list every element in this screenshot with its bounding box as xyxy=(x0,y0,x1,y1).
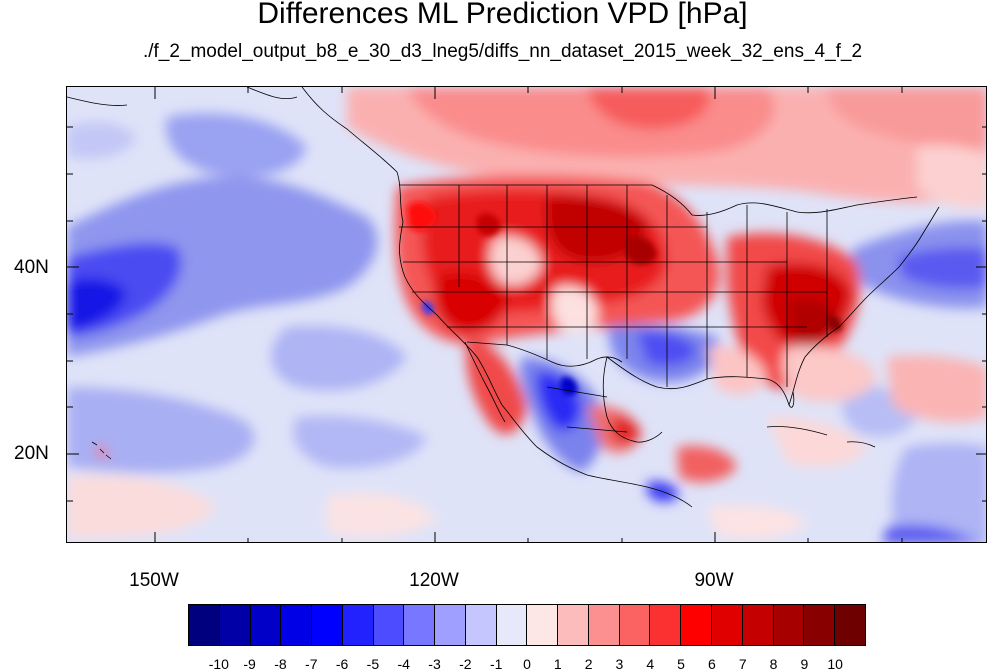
colorbar-box xyxy=(773,605,805,645)
colorbar-box xyxy=(435,605,466,645)
map-ticks xyxy=(67,87,986,542)
colorbar-tick-label: -4 xyxy=(397,656,410,672)
colorbar-tick-label: -6 xyxy=(335,656,349,672)
colorbar-tick-label: 4 xyxy=(646,656,655,672)
colorbar-box xyxy=(527,605,559,645)
colorbar-box xyxy=(742,605,774,645)
map-borders xyxy=(67,87,940,508)
colorbar-box xyxy=(619,605,651,645)
colorbar-box xyxy=(835,605,865,645)
colorbar-box xyxy=(465,605,497,645)
colorbar-box xyxy=(650,605,682,645)
colorbar-box xyxy=(496,605,528,645)
map-plot-area xyxy=(66,86,987,543)
lon-label-150w: 150W xyxy=(129,570,179,591)
map-subtitle: ./f_2_model_output_b8_e_30_d3_lneg5/diff… xyxy=(142,41,863,62)
colorbar-box xyxy=(189,605,220,645)
map-title: Differences ML Prediction VPD [hPa] xyxy=(257,0,748,30)
lon-label-120w: 120W xyxy=(409,570,459,591)
colorbar-box xyxy=(312,605,343,645)
colorbar-tick-label: 10 xyxy=(827,656,843,672)
colorbar-tick-label: 9 xyxy=(800,656,809,672)
colorbar-tick-label: -2 xyxy=(459,656,472,672)
colorbar-tick-label: 6 xyxy=(708,656,716,672)
colorbar-box xyxy=(404,605,436,645)
colorbar-tick-label: 3 xyxy=(615,656,624,672)
colorbar-box xyxy=(219,605,251,645)
colorbar-box xyxy=(250,605,282,645)
colorbar-tick-label: -10 xyxy=(208,656,229,672)
colorbar-tick-label: 8 xyxy=(769,656,778,672)
colorbar-tick-label: 5 xyxy=(677,656,685,672)
colorbar-tick-label: -8 xyxy=(274,656,287,672)
colorbar-box xyxy=(804,605,836,645)
colorbar-box xyxy=(558,605,589,645)
colorbar-box xyxy=(281,605,313,645)
colorbar xyxy=(188,604,866,646)
colorbar-tick-label: 2 xyxy=(584,656,593,672)
colorbar-tick-label: 0 xyxy=(523,656,531,672)
colorbar-tick-label: -1 xyxy=(489,656,503,672)
vpd-difference-map xyxy=(67,87,986,542)
colorbar-tick-label: -7 xyxy=(305,656,318,672)
colorbar-tick-label: -3 xyxy=(428,656,441,672)
colorbar-box xyxy=(681,605,713,645)
colorbar-tick-label: -5 xyxy=(366,656,380,672)
difference-field xyxy=(67,87,986,542)
lon-label-90w: 90W xyxy=(694,570,734,591)
colorbar-box xyxy=(712,605,743,645)
lat-label-40n: 40N xyxy=(14,257,49,278)
colorbar-tick-label: -9 xyxy=(243,656,256,672)
colorbar-box xyxy=(588,605,620,645)
colorbar-tick-label: 1 xyxy=(553,656,562,672)
colorbar-box xyxy=(342,605,374,645)
colorbar-tick-label: 7 xyxy=(738,656,747,672)
lat-label-20n: 20N xyxy=(14,443,49,464)
colorbar-box xyxy=(373,605,405,645)
